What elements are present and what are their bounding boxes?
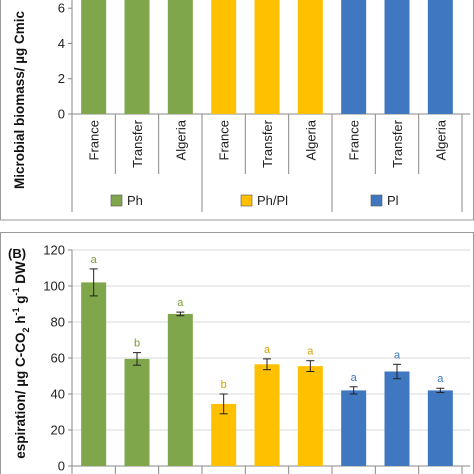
panel-b-ylabel: espiration/ µg C-CO2 h-1 g-1 DW <box>11 261 31 459</box>
panel-b-y-tick-label: 120 <box>43 243 65 258</box>
panel-a-y-tick-label: 0 <box>58 107 65 122</box>
panel-a-category-label: France <box>217 120 232 160</box>
panel-b-bar <box>254 364 280 466</box>
panel-a-bar <box>427 0 453 114</box>
panel-a-legend-label: Ph/Pl <box>257 193 288 208</box>
panel-b-error-bars <box>89 268 445 415</box>
panel-b-significance-letters: a b a b a a a a a <box>91 254 445 391</box>
panel-a-category-label: Algeria <box>173 119 188 160</box>
panel-a-y-tick-label: 4 <box>58 36 65 51</box>
panel-b-bar <box>341 390 367 466</box>
panel-a-category-label: Algeria <box>433 119 448 160</box>
panel-a-category-label: Algeria <box>303 119 318 160</box>
panel-b-bar <box>297 366 323 466</box>
ylabel-sub-2: 2 <box>21 327 31 332</box>
panel-b-significance-letter: a <box>351 372 358 384</box>
panel-a-legend-label: Ph <box>127 193 143 208</box>
panel-b-significance-letter: b <box>221 379 227 391</box>
panel-b-bars <box>81 282 453 466</box>
panel-b-y-tick-label: 100 <box>43 279 65 294</box>
panel-b-significance-letter: b <box>134 338 140 350</box>
ylabel-part-g: g <box>13 295 28 307</box>
panel-a-y-tick-label: 2 <box>58 71 65 86</box>
panel-a-bar <box>124 0 150 114</box>
panel-b-bar <box>167 313 193 466</box>
panel-b-significance-letter: a <box>91 254 98 266</box>
panel-b-y-tick-label: 20 <box>51 423 65 438</box>
panel-a-legend-label: Pl <box>387 193 399 208</box>
panel-a-category-label: France <box>87 120 102 160</box>
panel-b-significance-letter: a <box>307 346 314 358</box>
panel-b-label: (B) <box>8 246 26 261</box>
panel-a-category-label: Transfer <box>390 119 405 168</box>
panel-a-bar <box>384 0 410 114</box>
panel-a-legend-swatch <box>370 194 383 207</box>
ylabel-part-dw: DW <box>13 261 28 288</box>
panel-b-significance-letter: a <box>264 344 271 356</box>
panel-a-bar <box>211 0 237 114</box>
panel-a-legend: Ph Ph/Pl Pl <box>110 193 399 208</box>
panel-b-bar <box>124 358 150 466</box>
panel-b-y-tick-label: 80 <box>51 315 65 330</box>
panel-a-category-label: France <box>347 120 362 160</box>
panel-a-category-label: Transfer <box>260 119 275 168</box>
panel-b-y-tick-label: 60 <box>51 351 65 366</box>
panel-a-category-label: Transfer <box>130 119 145 168</box>
ylabel-sup-1: -1 <box>11 307 21 315</box>
panel-b-bar <box>384 371 410 466</box>
panel-b-bar <box>81 282 107 466</box>
panel-a-bar <box>297 0 323 114</box>
panel-a-y-tick-label: 6 <box>58 1 65 16</box>
panel-a-bars <box>81 0 453 114</box>
panel-b-y-ticks: 0 20 40 60 80 100 120 <box>43 243 470 474</box>
panel-b-significance-letter: a <box>177 297 184 309</box>
panel-b-significance-letter: a <box>394 349 401 361</box>
panel-a-bar <box>81 0 107 114</box>
panel-b-significance-letter: a <box>437 373 444 385</box>
panel-a-legend-swatch <box>110 194 123 207</box>
panel-a-legend-swatch <box>240 194 253 207</box>
ylabel-part-1: espiration/ µg C-CO <box>13 333 28 459</box>
ylabel-part-h: h <box>13 315 28 327</box>
panel-a-category-labels: France Transfer Algeria France Transfer Alger… <box>71 114 463 212</box>
panel-b-y-tick-label: 0 <box>58 459 65 474</box>
panel-a-bar <box>341 0 367 114</box>
panel-a-ylabel: Microbial biomass/ µg Cmic <box>12 10 27 189</box>
ylabel-sup-2: -1 <box>11 287 21 295</box>
panel-a-bar <box>167 0 193 114</box>
panel-b-bar <box>427 390 453 466</box>
panel-b-y-tick-label: 40 <box>51 387 65 402</box>
panel-a-bar <box>254 0 280 114</box>
